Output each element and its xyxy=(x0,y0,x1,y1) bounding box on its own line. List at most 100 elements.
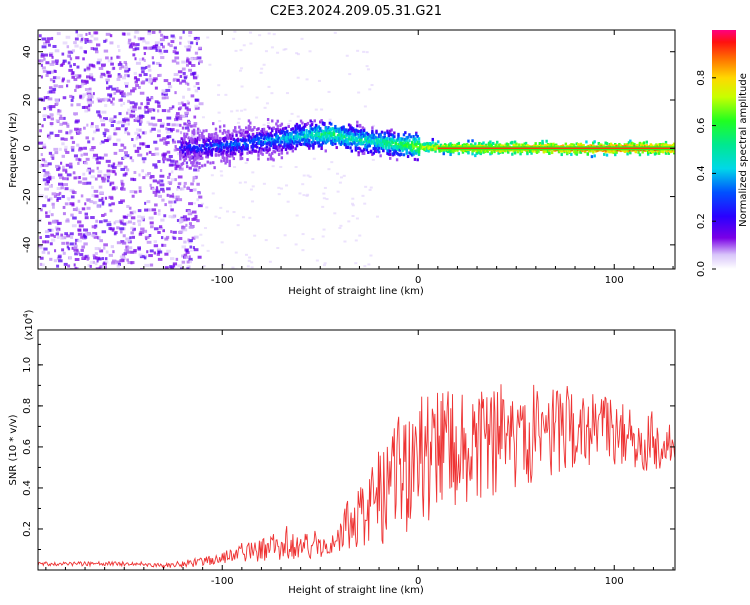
chart-title: C2E3.2024.209.05.31.G21 xyxy=(270,4,442,19)
heatmap-cell xyxy=(174,167,178,171)
heatmap-cell xyxy=(124,69,130,73)
heatmap-cell xyxy=(260,149,263,153)
heatmap-cell xyxy=(81,82,84,86)
heatmap-cell xyxy=(79,33,83,37)
heatmap-cell xyxy=(91,194,95,198)
heatmap-cell xyxy=(183,253,188,257)
heatmap-cell xyxy=(290,143,293,147)
heatmap-cell xyxy=(188,239,193,243)
heatmap-cell xyxy=(58,221,62,225)
heatmap-cell xyxy=(284,147,288,151)
heatmap-cell xyxy=(76,251,80,255)
heatmap-cell xyxy=(618,142,621,146)
heatmap-cell xyxy=(70,235,74,239)
heatmap-cell xyxy=(294,124,297,128)
heatmap-cell xyxy=(260,133,263,137)
heatmap-cell xyxy=(314,128,318,132)
heatmap-cell xyxy=(144,110,150,114)
heatmap-cell xyxy=(142,229,148,233)
heatmap-cell xyxy=(58,166,61,170)
heatmap-cell xyxy=(343,139,347,143)
heatmap-cell xyxy=(50,117,54,121)
heatmap-cell xyxy=(73,263,76,267)
heatmap-cell xyxy=(128,220,132,224)
heatmap-cell xyxy=(193,85,197,88)
heatmap-cell xyxy=(142,176,146,180)
heatmap-cell xyxy=(637,144,640,148)
heatmap-cell xyxy=(77,161,80,165)
heatmap-cell xyxy=(336,172,340,175)
heatmap-cell xyxy=(83,50,87,54)
heatmap-cell xyxy=(49,177,52,181)
heatmap-cell xyxy=(231,154,234,158)
heatmap-cell xyxy=(412,144,415,148)
heatmap-cell xyxy=(160,187,165,191)
heatmap-cell xyxy=(137,153,143,157)
heatmap-cell xyxy=(357,91,361,94)
heatmap-cell xyxy=(365,142,369,146)
heatmap-cell xyxy=(187,155,190,159)
heatmap-cell xyxy=(240,85,244,88)
heatmap-cell xyxy=(55,164,60,168)
heatmap-cell xyxy=(389,129,392,133)
heatmap-cell xyxy=(288,133,292,137)
heatmap-cell xyxy=(203,147,207,151)
heatmap-cell xyxy=(228,130,232,133)
heatmap-cell xyxy=(235,133,238,137)
heatmap-cell xyxy=(240,133,244,137)
heatmap-cell xyxy=(243,138,247,142)
heatmap-cell xyxy=(38,59,41,63)
heatmap-cell xyxy=(177,185,180,189)
heatmap-cell xyxy=(73,63,76,67)
heatmap-cell xyxy=(83,256,87,260)
heatmap-cell xyxy=(127,41,131,45)
heatmap-cell xyxy=(579,150,583,154)
heatmap-cell xyxy=(68,68,73,72)
heatmap-cell xyxy=(369,254,373,257)
heatmap-cell xyxy=(192,76,198,80)
heatmap-cell xyxy=(236,137,240,141)
heatmap-cell xyxy=(296,53,300,56)
heatmap-cell xyxy=(190,134,195,138)
heatmap-cell xyxy=(199,155,203,159)
heatmap-cell xyxy=(358,142,362,146)
heatmap-cell xyxy=(52,87,57,91)
heatmap-cell xyxy=(487,143,491,147)
heatmap-cell xyxy=(141,157,147,161)
heatmap-cell xyxy=(46,134,50,138)
heatmap-cell xyxy=(111,102,115,106)
heatmap-cell xyxy=(187,121,191,124)
heatmap-cell xyxy=(51,192,57,196)
heatmap-cell xyxy=(188,255,191,259)
heatmap-cell xyxy=(572,143,576,147)
heatmap-cell xyxy=(137,209,142,213)
heatmap-cell xyxy=(112,250,115,254)
heatmap-cell xyxy=(247,124,251,128)
heatmap-cell xyxy=(152,190,158,194)
heatmap-cell xyxy=(205,155,208,159)
heatmap-cell xyxy=(50,70,54,74)
heatmap-cell xyxy=(154,41,160,45)
heatmap-cell xyxy=(180,153,183,157)
heatmap-cell xyxy=(390,146,393,150)
heatmap-cell xyxy=(345,143,348,147)
heatmap-cell xyxy=(310,127,314,131)
heatmap-cell xyxy=(301,249,305,252)
heatmap-cell xyxy=(246,151,249,155)
heatmap-cell xyxy=(238,149,241,153)
heatmap-cell xyxy=(659,149,662,153)
heatmap-cell xyxy=(286,131,289,135)
heatmap-cell xyxy=(302,174,306,177)
heatmap-cell xyxy=(275,145,278,149)
heatmap-cell xyxy=(104,196,108,200)
heatmap-cell xyxy=(174,160,179,164)
heatmap-cell xyxy=(391,152,395,156)
heatmap-cell xyxy=(303,140,307,144)
heatmap-cell xyxy=(619,149,622,153)
heatmap-cell xyxy=(638,141,642,145)
heatmap-cell xyxy=(376,145,380,149)
heatmap-cell xyxy=(282,129,285,133)
heatmap-cell xyxy=(312,137,315,141)
heatmap-cell xyxy=(316,126,319,130)
top-y-tick-label: -20 xyxy=(22,188,33,204)
